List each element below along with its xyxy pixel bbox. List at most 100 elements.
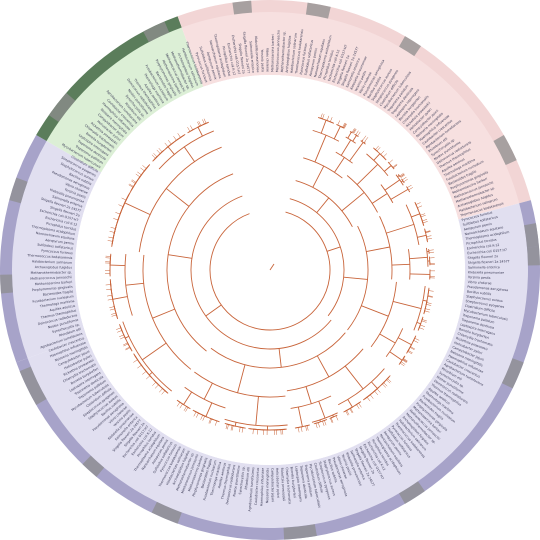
tree-branch (238, 426, 245, 429)
tree-branch (252, 429, 254, 435)
tree-branch (408, 187, 413, 191)
tree-branch (417, 234, 427, 238)
tree-branch (297, 427, 300, 433)
tree-branch (227, 424, 229, 430)
tree-branch (110, 281, 112, 291)
tree-branch (142, 342, 167, 361)
leaf-label: Pyrococcus furiosus (461, 210, 493, 222)
leaf-label: Synechocystis sp. (52, 322, 80, 334)
tree-branch (142, 254, 192, 370)
tree-branch (380, 150, 385, 155)
tree-branch (127, 343, 130, 346)
tree-branch (111, 225, 117, 245)
tree-branch (336, 124, 345, 129)
tree-branch (355, 130, 359, 136)
tree-branch (370, 394, 374, 399)
tree-branch (116, 194, 130, 223)
clade-sectors (9, 10, 530, 530)
leaf-label: Treponema pallidum (304, 463, 314, 497)
tree-branch (421, 219, 424, 224)
leaf-label: Synechocystis sp. (238, 466, 246, 495)
tree-branch (131, 181, 138, 190)
tree-branch (373, 153, 381, 161)
tree-branch (425, 308, 431, 311)
tree-branch (316, 197, 330, 213)
tree-branch (422, 319, 427, 322)
tree-branch (341, 192, 365, 212)
tree-branch (350, 131, 353, 134)
tree-branch (406, 343, 413, 353)
leaf-label: Picrophilus torridus (46, 221, 77, 231)
tree-branch (391, 263, 410, 266)
tree-branch (121, 197, 127, 201)
ring-block (493, 135, 517, 166)
leaf-label: Nostoc punctiforme (232, 465, 241, 497)
tree-branch (380, 376, 390, 386)
tree-branch (406, 186, 411, 193)
tree-branch (343, 276, 368, 280)
tree-branch (109, 308, 115, 311)
tree-branch (131, 186, 134, 189)
tree-branch (113, 226, 117, 234)
tree-branch (429, 251, 435, 253)
tree-branch (360, 140, 366, 145)
tree-branch (227, 423, 231, 426)
clade-sector-clade-green (44, 25, 204, 173)
leaf-label: Escherichia coli K-12 (467, 243, 500, 251)
tree-branch (425, 230, 431, 233)
tree-branch (409, 256, 428, 260)
tree-branch (380, 184, 394, 204)
tree-branch (237, 364, 246, 393)
tree-branch (193, 411, 197, 417)
tree-branch (125, 346, 130, 350)
leaf-label: Pseudomonas aeruginosa (467, 285, 508, 292)
tree-branch (165, 188, 190, 207)
tree-branch (407, 184, 412, 188)
tree-branch (123, 343, 129, 347)
leaf-label: Deinococcus radiodurans (225, 464, 236, 505)
leaf-label: Bacillus subtilis (467, 290, 492, 297)
tree-branch (122, 342, 128, 346)
tree-branch (109, 255, 112, 266)
tree-branch (117, 210, 122, 222)
tree-branch (300, 426, 303, 432)
tree-branch (376, 147, 381, 152)
leaf-label: Thermococcus kodakarensis (294, 29, 304, 75)
leaf-label: Aquifex aeolicus (49, 304, 76, 313)
tree-branch (315, 421, 320, 424)
tree-branch (421, 320, 427, 323)
tree-branch (417, 205, 423, 208)
tree-branch (411, 213, 420, 218)
tree-branch (120, 326, 123, 332)
leaf-label: Salmonella enterica (468, 265, 500, 269)
tree-branch (423, 299, 428, 313)
tree-branch (107, 298, 113, 301)
tree-branch (326, 246, 341, 252)
leaf-label: Clostridium difficile (464, 304, 495, 313)
tree-branch (366, 397, 371, 402)
leaf-label: Clostridium difficile (313, 462, 324, 493)
tree-branch (344, 365, 364, 390)
clade-sector-clade-purple-major (25, 202, 530, 530)
tree-branch (152, 382, 157, 386)
tree-branch (408, 350, 413, 354)
leaf-label: Escherichia coli K-12 (226, 43, 236, 76)
tree-branch (322, 421, 325, 426)
tree-branch (333, 126, 341, 140)
tree-branch (353, 129, 357, 134)
leaf-label: Shigella flexneri 2a (238, 43, 246, 74)
leaf-label: Thermotoga maritima (39, 299, 75, 309)
tree-branch (318, 401, 326, 419)
leaf-label: Thermus thermophilus (220, 463, 232, 500)
tree-branch (108, 236, 114, 239)
tree-branch (156, 149, 161, 154)
tree-branch (295, 180, 353, 228)
tree-branch (338, 368, 385, 406)
leaf-label: Thermococcus kodakarensis (26, 253, 72, 260)
tree-branch (400, 361, 406, 365)
leaf-label: Aquifex aeolicus (217, 462, 227, 489)
tree-branch (142, 371, 147, 375)
tree-branch (158, 147, 163, 153)
tree-branch (346, 410, 350, 415)
leaf-label: Agrobacterium tumefaciens (248, 467, 256, 512)
